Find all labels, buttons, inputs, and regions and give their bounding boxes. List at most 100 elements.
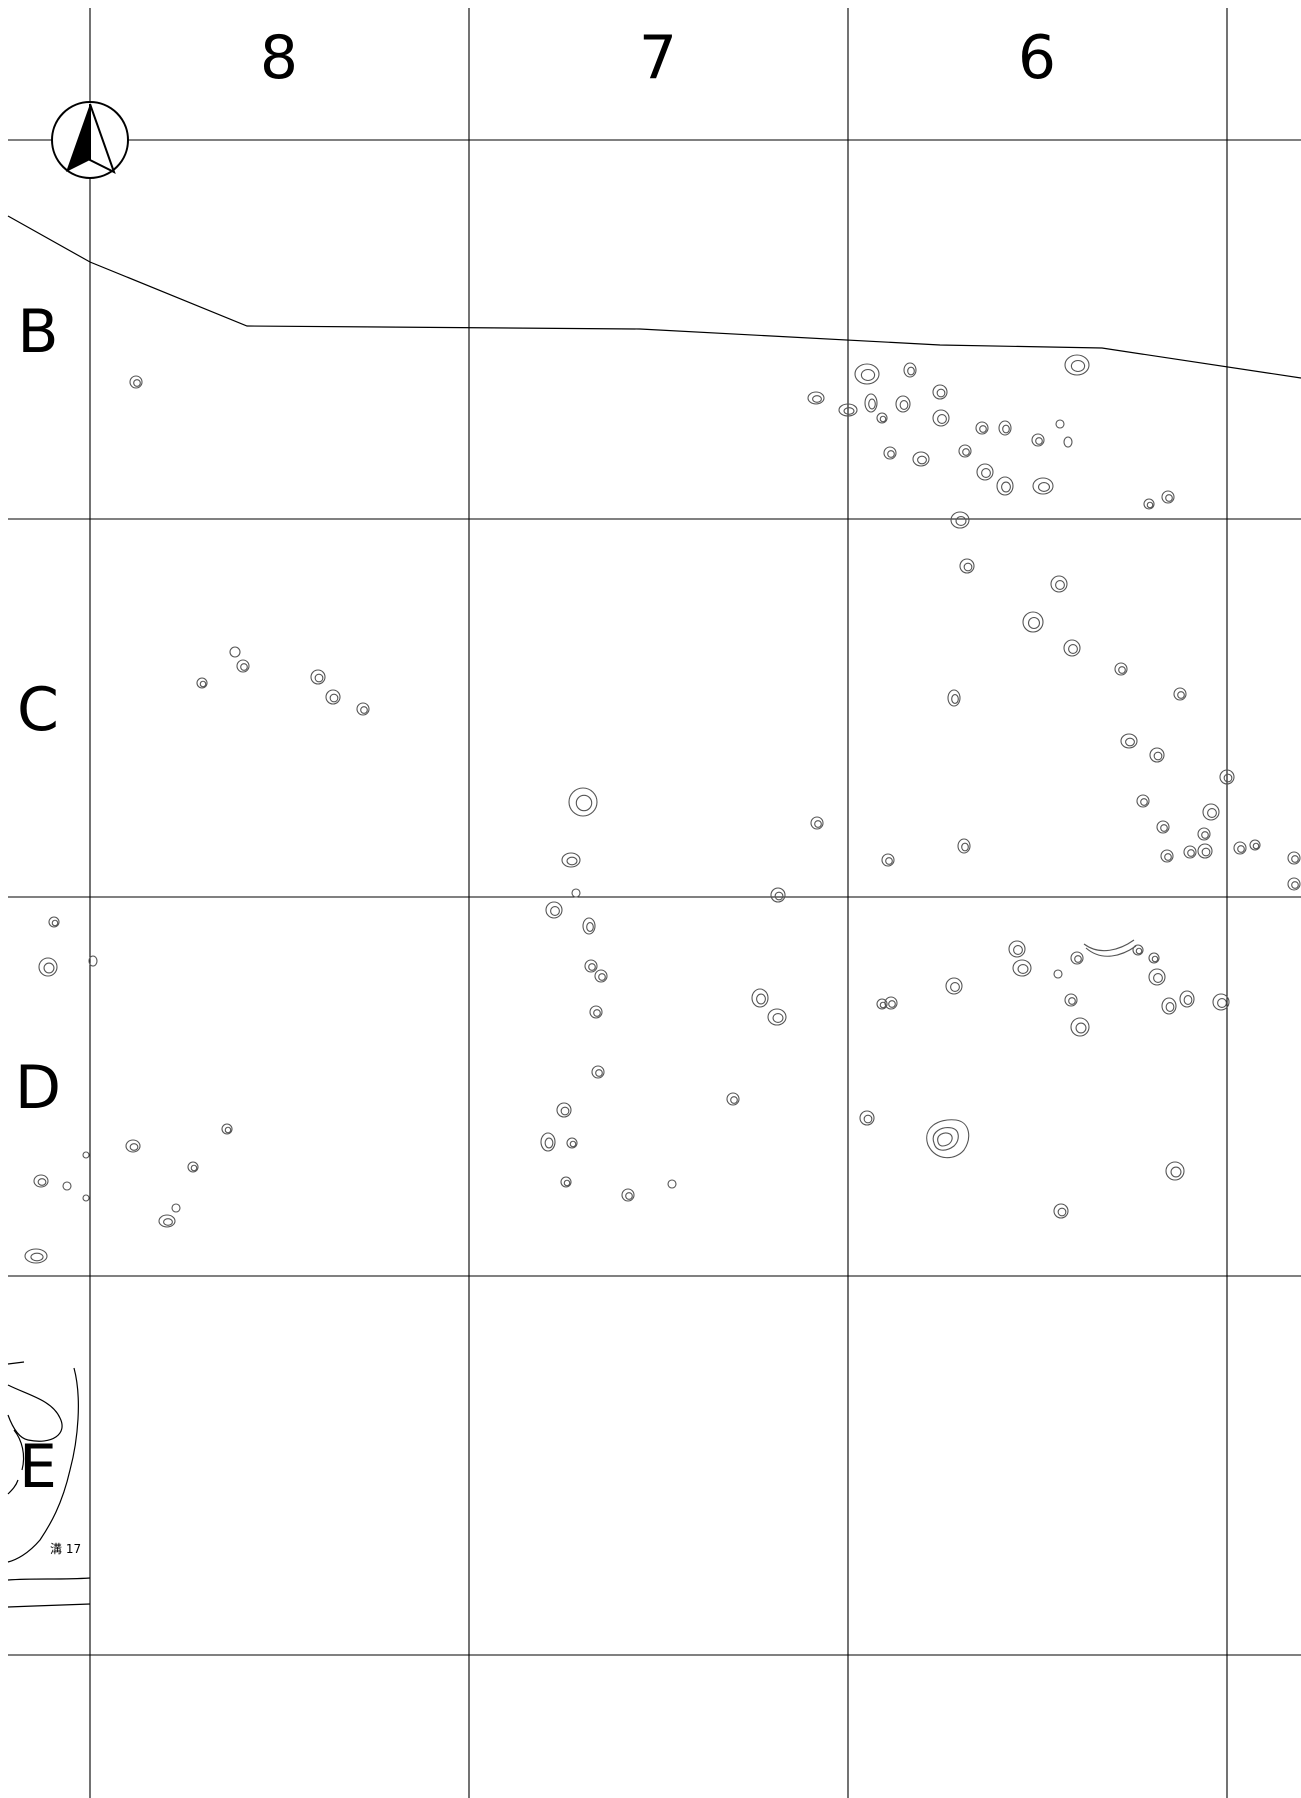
pit-24 — [1161, 490, 1175, 504]
pit-27 — [1050, 575, 1068, 593]
pit-105 — [1053, 1203, 1069, 1219]
pit-5 — [807, 391, 825, 405]
pit-50 — [229, 646, 241, 658]
pit-73 — [540, 1132, 556, 1152]
pit-92 — [876, 998, 888, 1010]
grid-lines — [8, 8, 1301, 1798]
pit-104 — [1165, 1161, 1185, 1181]
pit-96 — [187, 1161, 199, 1173]
pit-94 — [221, 1123, 233, 1135]
pit-86 — [1070, 1017, 1090, 1037]
pit-70 — [591, 1065, 605, 1079]
pit-89 — [1212, 993, 1230, 1011]
pit-51 — [236, 659, 250, 673]
pit-68 — [38, 957, 58, 977]
pit-large-irregular — [926, 1119, 970, 1159]
ditch-17-outline — [7, 1361, 91, 1608]
pit-23 — [1143, 498, 1155, 510]
pit-40 — [1183, 845, 1197, 859]
pit-84 — [1148, 968, 1166, 986]
pit-2 — [854, 363, 880, 385]
pit-26 — [959, 558, 975, 574]
pit-52 — [196, 677, 208, 689]
pit-88 — [1179, 990, 1195, 1008]
pit-15 — [1063, 436, 1073, 448]
pit-71 — [556, 1102, 572, 1118]
pit-57 — [561, 852, 581, 868]
pit-18 — [912, 451, 930, 467]
pit-63 — [589, 1005, 603, 1019]
pit-30 — [1114, 662, 1128, 676]
pit-97 — [171, 1203, 181, 1213]
pit-72 — [726, 1092, 740, 1106]
pit-53 — [310, 669, 326, 685]
pit-44 — [1249, 839, 1261, 851]
pit-59 — [545, 901, 563, 919]
pit-98 — [158, 1214, 176, 1228]
column-label-6: 6 — [1018, 23, 1056, 93]
row-label-c: C — [17, 675, 59, 745]
pit-64 — [770, 887, 786, 903]
pit-93 — [859, 1110, 875, 1126]
pit-19 — [958, 444, 972, 458]
pit-76 — [621, 1188, 635, 1202]
pit-7 — [864, 393, 878, 413]
pit-37 — [1156, 820, 1170, 834]
pit-66 — [767, 1008, 787, 1026]
row-label-d: D — [15, 1053, 61, 1123]
pit-75 — [560, 1176, 572, 1188]
pit-33 — [1120, 733, 1138, 749]
north-arrow-icon — [51, 101, 129, 179]
pit-20 — [976, 463, 994, 481]
pit-39 — [1197, 827, 1211, 841]
pit-11 — [876, 412, 888, 424]
pit-32 — [947, 689, 961, 707]
pit-42 — [1160, 849, 1174, 863]
pit-90 — [945, 977, 963, 995]
pit-78 — [1008, 940, 1026, 958]
pit-47 — [881, 853, 895, 867]
pit-13 — [998, 420, 1012, 436]
pit-65 — [751, 988, 769, 1008]
pit-103 — [24, 1248, 48, 1264]
pit-100 — [62, 1181, 72, 1191]
row-label-b: B — [17, 297, 58, 367]
pit-79 — [1012, 959, 1032, 977]
pit-9 — [932, 384, 948, 400]
pit-46 — [1287, 877, 1301, 891]
pit-28 — [1022, 611, 1044, 633]
pit-80 — [1053, 969, 1063, 979]
pit-99 — [33, 1174, 49, 1188]
pit-8 — [895, 395, 911, 413]
pit-29 — [1063, 639, 1081, 657]
pit-3 — [903, 362, 917, 378]
ditch-17-label: 溝 17 — [50, 1542, 81, 1556]
pit-features — [24, 354, 1301, 1264]
pit-81 — [1070, 951, 1084, 965]
pit-38 — [1202, 803, 1220, 821]
pit-1 — [129, 375, 143, 389]
pit-61 — [584, 959, 598, 973]
pit-12 — [975, 421, 989, 435]
row-label-e: E — [19, 1432, 57, 1502]
trench-fragment — [1083, 939, 1137, 957]
pit-87 — [1161, 997, 1177, 1015]
pit-56 — [568, 787, 598, 817]
column-label-8: 8 — [260, 23, 298, 93]
pit-77 — [667, 1179, 677, 1189]
pit-83 — [1148, 952, 1160, 964]
pit-43 — [1233, 841, 1247, 855]
pit-45 — [1287, 851, 1301, 865]
column-label-7: 7 — [639, 23, 677, 93]
pit-17 — [883, 446, 897, 460]
pit-16 — [1031, 433, 1045, 447]
pit-21 — [996, 476, 1014, 496]
pit-69 — [88, 955, 98, 967]
pit-25 — [950, 511, 970, 529]
pit-62 — [594, 969, 608, 983]
pit-67 — [48, 916, 60, 928]
pit-95 — [125, 1139, 141, 1153]
pit-34 — [1149, 747, 1165, 763]
pit-85 — [1064, 993, 1078, 1007]
